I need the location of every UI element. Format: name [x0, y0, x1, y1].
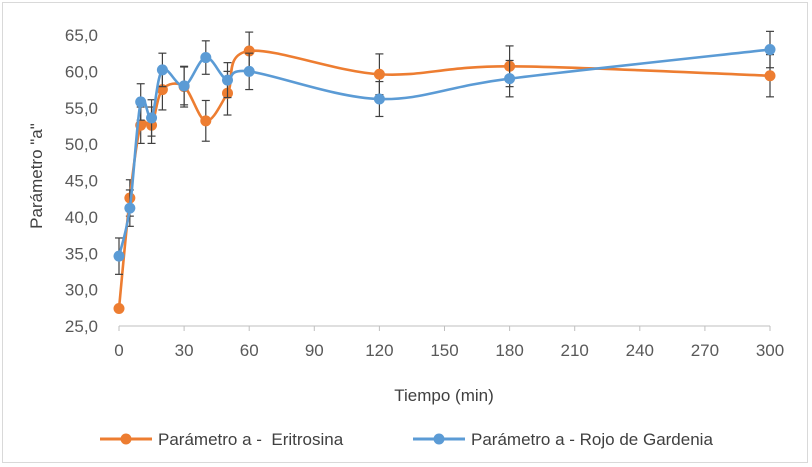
- legend-item-eritrosina: Parámetro a - Eritrosina: [100, 430, 344, 449]
- legend-marker-eritrosina: [120, 433, 132, 445]
- data-point: [178, 80, 190, 92]
- y-tick-label: 60,0: [65, 62, 98, 81]
- data-point: [764, 44, 776, 56]
- legend-label-rojo-de-gardenia: Parámetro a - Rojo de Gardenia: [471, 430, 713, 449]
- series-layer: [113, 30, 776, 315]
- y-tick-label: 55,0: [65, 99, 98, 118]
- y-axis-title: Parámetro "a": [27, 123, 46, 229]
- x-tick-label: 120: [365, 341, 393, 360]
- x-tick-label: 210: [561, 341, 589, 360]
- x-tick-label: 270: [691, 341, 719, 360]
- y-axis-ticks: 25,0 30,0 35,0 40,0 45,0 50,0 55,0 60,0 65,0: [65, 26, 98, 336]
- series-line: [117, 48, 772, 258]
- x-tick-label: 300: [756, 341, 784, 360]
- x-tick-label: 240: [626, 341, 654, 360]
- data-point: [200, 52, 212, 64]
- data-point: [146, 112, 158, 124]
- legend: Parámetro a - Eritrosina Parámetro a - R…: [100, 430, 713, 449]
- y-tick-label: 35,0: [65, 244, 98, 263]
- chart-frame: [2, 2, 808, 463]
- data-point: [124, 202, 136, 214]
- data-point: [200, 115, 212, 127]
- y-tick-label: 65,0: [65, 26, 98, 45]
- y-tick-label: 45,0: [65, 172, 98, 191]
- y-tick-label: 25,0: [65, 317, 98, 336]
- x-tick-label: 180: [495, 341, 523, 360]
- data-point: [222, 74, 233, 86]
- legend-marker-rojo-de-gardenia: [433, 433, 445, 445]
- x-axis-title: Tiempo (min): [394, 386, 494, 405]
- y-tick-label: 30,0: [65, 281, 98, 300]
- y-tick-label: 50,0: [65, 135, 98, 154]
- data-point: [373, 93, 385, 105]
- data-point: [764, 70, 776, 82]
- x-tick-label: 30: [175, 341, 194, 360]
- legend-label-eritrosina: Parámetro a - Eritrosina: [158, 430, 344, 449]
- data-point: [113, 250, 125, 262]
- data-point: [156, 64, 168, 76]
- x-tick-label: 90: [305, 341, 324, 360]
- data-point: [373, 68, 385, 80]
- x-tick-label: 0: [114, 341, 123, 360]
- data-point: [504, 73, 516, 85]
- y-tick-label: 40,0: [65, 208, 98, 227]
- series-rojo-de-gardenia: [113, 30, 776, 275]
- legend-item-rojo-de-gardenia: Parámetro a - Rojo de Gardenia: [413, 430, 713, 449]
- data-point: [135, 96, 147, 108]
- x-axis-ticks: 0 30 60 90 120 150 180 210 240 270 300: [114, 326, 784, 360]
- x-tick-label: 150: [430, 341, 458, 360]
- series-eritrosina: [113, 31, 776, 315]
- data-point: [243, 65, 255, 77]
- x-tick-label: 60: [240, 341, 259, 360]
- data-point: [113, 303, 125, 315]
